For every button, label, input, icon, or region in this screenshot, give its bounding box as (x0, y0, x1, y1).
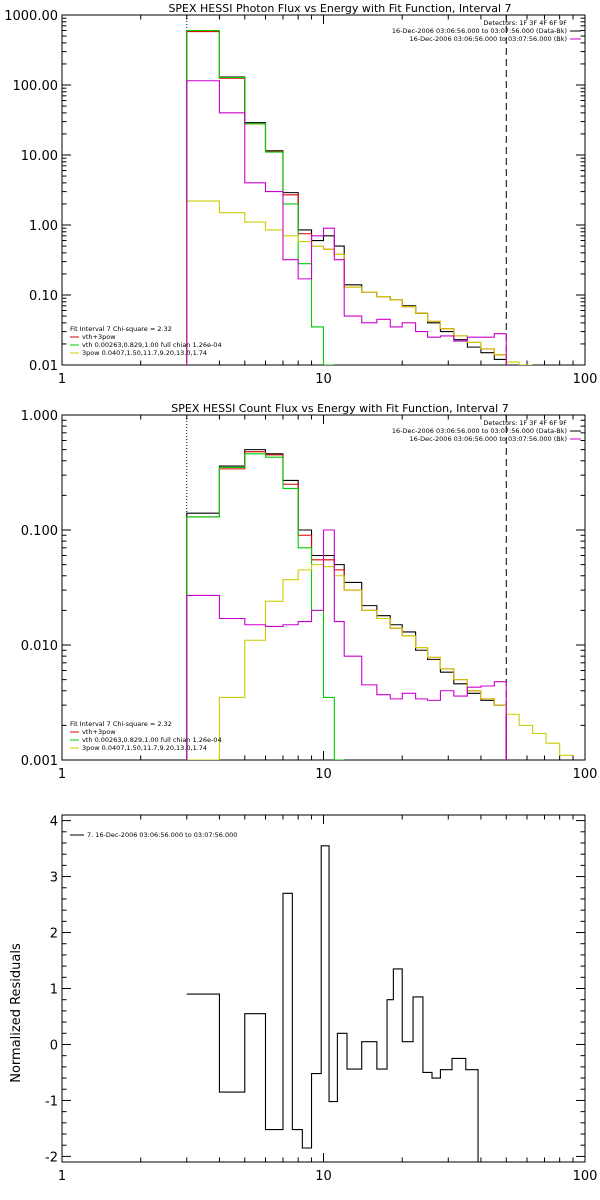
photon-flux-detector-legend-header: Detectors: 1F 3F 4F 6F 9F (483, 19, 567, 27)
count-flux-detector-legend-label: 16-Dec-2006 03:06:56.000 to 03:07:56.000… (392, 427, 567, 435)
count-flux-series-1-line (186, 451, 507, 760)
count-flux-detector-legend-header: Detectors: 1F 3F 4F 6F 9F (483, 419, 567, 427)
residuals-ytick-label: 4 (50, 815, 58, 830)
residuals-ytick-label: 2 (50, 927, 58, 942)
count-flux-series-0-line (186, 449, 507, 760)
photon-flux-ytick-label: 10.00 (21, 149, 58, 164)
residuals-ytick-label: 3 (50, 871, 58, 886)
residuals-ytick-label: 0 (50, 1038, 58, 1053)
residuals-ylabel: Normalized Residuals (9, 943, 24, 1083)
photon-flux-detector-legend-label: 16-Dec-2006 03:06:56.000 to 03:07:56.000… (392, 27, 567, 35)
count-flux-ytick-label: 1.000 (21, 409, 58, 424)
photon-flux-series-3-line (186, 200, 533, 365)
photon-flux-xtick-label: 100 (573, 372, 598, 387)
residuals-xtick-label: 10 (315, 1169, 332, 1184)
photon-flux-series-2-line (186, 29, 335, 365)
photon-flux-fit-legend-header: Fit Interval 7 Chi-square = 2.32 (70, 325, 172, 333)
photon-flux-series-4-line (186, 80, 507, 365)
count-flux-xtick-label: 10 (315, 767, 332, 782)
photon-flux-ytick-label: 1000.00 (4, 9, 58, 24)
count-flux-ytick-label: 0.010 (21, 639, 58, 654)
residuals-series-0-line (186, 845, 479, 1162)
count-flux-series-4-line (186, 529, 507, 760)
photon-flux-detector-legend-label: 16-Dec-2006 03:06:56.000 to 03:07:56.000… (410, 35, 568, 43)
count-flux-series-3-line (186, 564, 574, 760)
residuals-series-group (186, 845, 479, 1162)
photon-flux-ytick-label: 0.01 (29, 359, 58, 374)
residuals-frame (61, 814, 586, 1163)
count-flux-fit-legend-label: vth+3pow (82, 728, 116, 736)
photon-flux-xtick-label: 1 (58, 372, 66, 387)
count-flux-fit-legend-header: Fit Interval 7 Chi-square = 2.32 (70, 720, 172, 728)
photon-flux-series-0-line (186, 29, 507, 365)
photon-flux-title: SPEX HESSI Photon Flux vs Energy with Fi… (168, 2, 511, 15)
photon-flux-fit-legend-label: vth+3pow (82, 333, 116, 341)
residuals-xtick-label: 100 (573, 1169, 598, 1184)
photon-flux-fit-legend-label: vth 0.00263,0.829,1.00 full chian 1.26e-… (82, 341, 222, 349)
count-flux-ytick-label: 0.100 (21, 524, 58, 539)
residuals-ytick-label: -2 (45, 1150, 58, 1165)
residuals-legend-label: 7. 16-Dec-2006 03:06:56.000 to 03:07:56.… (87, 831, 237, 839)
photon-flux-series-group (186, 29, 533, 365)
photon-flux-series-1-line (186, 31, 507, 365)
residuals-ytick-label: -1 (45, 1094, 58, 1109)
count-flux-ytick-label: 0.001 (21, 754, 58, 769)
residuals-xtick-label: 1 (58, 1169, 66, 1184)
count-flux-xtick-label: 100 (573, 767, 598, 782)
count-flux-xtick-label: 1 (58, 767, 66, 782)
photon-flux-ytick-label: 1.00 (29, 219, 58, 234)
count-flux-panel: SPEX HESSI Count Flux vs Energy with Fit… (21, 402, 598, 782)
photon-flux-panel: SPEX HESSI Photon Flux vs Energy with Fi… (4, 2, 597, 387)
photon-flux-xtick-label: 10 (315, 372, 332, 387)
residuals-panel: Normalized Residuals 1 10 100 -2 -1 0 1 2 3 4 7. 1… (9, 814, 598, 1184)
count-flux-fit-legend-label: vth 0.00263,0.829,1.00 full chian 1.26e-… (82, 736, 222, 744)
count-flux-title: SPEX HESSI Count Flux vs Energy with Fit… (171, 402, 508, 415)
count-flux-series-group (186, 449, 574, 760)
photon-flux-ytick-label: 0.10 (29, 289, 58, 304)
residuals-ytick-label: 1 (50, 983, 58, 998)
count-flux-series-2-line (186, 453, 345, 760)
photon-flux-fit-legend-label: 3pow 0.0407,1.50,11.7,9.20,13.0,1.74 (82, 349, 207, 357)
count-flux-fit-legend-label: 3pow 0.0407,1.50,11.7,9.20,13.0,1.74 (82, 744, 207, 752)
count-flux-detector-legend-label: 16-Dec-2006 03:06:56.000 to 03:07:56.000… (410, 435, 568, 443)
photon-flux-ytick-label: 100.00 (13, 79, 59, 94)
